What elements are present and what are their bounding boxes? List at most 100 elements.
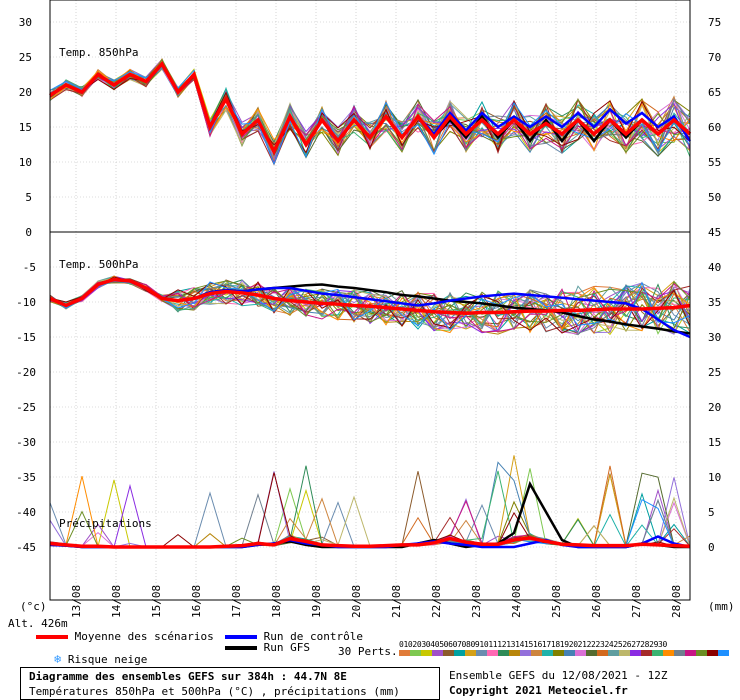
y-tick-left: -20 xyxy=(16,366,36,379)
y-tick-right: 70 xyxy=(708,51,721,64)
member-line-850 xyxy=(49,58,691,161)
member-line-precip xyxy=(49,471,691,548)
x-tick-label: 25/08 xyxy=(550,585,563,618)
legend-gfs: Run GFS xyxy=(225,641,310,654)
x-tick-label: 28/08 xyxy=(670,585,683,618)
legend-control-swatch xyxy=(225,635,257,639)
pert-swatch xyxy=(520,650,531,656)
pert-swatch xyxy=(399,650,410,656)
y-tick-left: 15 xyxy=(19,121,32,134)
y-tick-right: 40 xyxy=(708,261,721,274)
legend-snow: ❄ Risque neige xyxy=(54,652,147,666)
footer-copyright: Copyright 2021 Meteociel.fr xyxy=(449,684,628,697)
member-line-precip xyxy=(49,465,691,548)
y-tick-left: -45 xyxy=(16,541,36,554)
y-tick-right: 5 xyxy=(708,506,715,519)
y-tick-left: -35 xyxy=(16,471,36,484)
x-tick-label: 20/08 xyxy=(350,585,363,618)
legend-perts-label: 30 Perts. xyxy=(338,645,398,658)
pert-swatch xyxy=(432,650,443,656)
y-tick-left: 30 xyxy=(19,16,32,29)
y-tick-left: 20 xyxy=(19,86,32,99)
panel-label-precip: Précipitations xyxy=(59,517,152,530)
y-tick-right: 75 xyxy=(708,16,721,29)
x-tick-label: 21/08 xyxy=(390,585,403,618)
y-tick-right: 55 xyxy=(708,156,721,169)
y-tick-right: 60 xyxy=(708,121,721,134)
legend-control-label: Run de contrôle xyxy=(263,630,363,643)
x-tick-label: 26/08 xyxy=(590,585,603,618)
pert-swatch xyxy=(674,650,685,656)
unit-right: (mm) xyxy=(708,600,735,613)
pert-swatch xyxy=(619,650,630,656)
x-tick-label: 13/08 xyxy=(70,585,83,618)
x-tick-label: 23/08 xyxy=(470,585,483,618)
axes xyxy=(49,0,691,601)
pert-swatch xyxy=(608,650,619,656)
panel-label-850: Temp. 850hPa xyxy=(59,46,138,59)
y-tick-right: 35 xyxy=(708,296,721,309)
legend-mean-swatch xyxy=(36,635,68,639)
pert-swatch xyxy=(553,650,564,656)
series-line-mean xyxy=(49,61,692,156)
y-tick-right: 15 xyxy=(708,436,721,449)
footer-run: Ensemble GEFS du 12/08/2021 - 12Z xyxy=(449,669,668,682)
member-line-precip xyxy=(49,471,691,548)
y-tick-left: -5 xyxy=(23,261,36,274)
snowflake-icon: ❄ xyxy=(54,652,62,666)
pert-swatch xyxy=(696,650,707,656)
panel-label-500: Temp. 500hPa xyxy=(59,258,138,271)
series-line-mean xyxy=(49,277,691,315)
legend-snow-label: Risque neige xyxy=(67,653,148,666)
x-tick-label: 14/08 xyxy=(110,585,123,618)
y-tick-left: 5 xyxy=(25,191,32,204)
y-tick-left: -30 xyxy=(16,436,36,449)
member-line-precip xyxy=(49,461,691,548)
y-tick-right: 45 xyxy=(708,226,721,239)
y-tick-right: 30 xyxy=(708,331,721,344)
pert-swatch xyxy=(410,650,421,656)
pert-swatch xyxy=(586,650,597,656)
y-tick-left: -15 xyxy=(16,331,36,344)
y-tick-left: 25 xyxy=(19,51,32,64)
member-line-precip xyxy=(49,468,691,548)
pert-swatch xyxy=(641,650,652,656)
legend-mean-label: Moyenne des scénarios xyxy=(74,630,214,643)
member-line-precip xyxy=(49,472,691,548)
pert-swatch xyxy=(509,650,520,656)
x-tick-label: 18/08 xyxy=(270,585,283,618)
legend-mean: Moyenne des scénarios xyxy=(36,630,214,643)
y-tick-right: 50 xyxy=(708,191,721,204)
panel-frame-500 xyxy=(49,231,691,601)
x-tick-label: 15/08 xyxy=(150,585,163,618)
member-line-precip xyxy=(49,475,691,548)
pert-swatches xyxy=(399,650,729,656)
y-tick-left: 0 xyxy=(25,226,32,239)
x-tick-label: 27/08 xyxy=(630,585,643,618)
footer-title: Diagramme des ensembles GEFS sur 384h : … xyxy=(29,670,347,683)
y-tick-left: -40 xyxy=(16,506,36,519)
footer-info-box: Diagramme des ensembles GEFS sur 384h : … xyxy=(20,667,440,700)
pert-swatch xyxy=(542,650,553,656)
member-line-precip xyxy=(49,465,691,548)
pert-swatch xyxy=(531,650,542,656)
pert-swatch xyxy=(487,650,498,656)
x-tick-label: 17/08 xyxy=(230,585,243,618)
y-tick-left: -25 xyxy=(16,401,36,414)
pert-swatch xyxy=(498,650,509,656)
pert-swatch xyxy=(575,650,586,656)
member-line-precip xyxy=(49,470,691,548)
y-tick-left: 10 xyxy=(19,156,32,169)
tick-labels: 13/08 14/08 15/08 16/08 17/08 18/08 19/08 20/08… xyxy=(16,16,721,618)
unit-left: (°c) xyxy=(20,600,47,613)
y-tick-right: 65 xyxy=(708,86,721,99)
pert-numbers: 0102030405060708091011121314151617181920… xyxy=(399,640,667,649)
member-line-precip xyxy=(49,455,691,548)
pert-swatch xyxy=(630,650,641,656)
legend-control: Run de contrôle xyxy=(225,630,363,643)
y-tick-right: 10 xyxy=(708,471,721,484)
pert-swatch xyxy=(443,650,454,656)
series-line-mean xyxy=(49,536,691,549)
legend-gfs-swatch xyxy=(225,646,257,650)
